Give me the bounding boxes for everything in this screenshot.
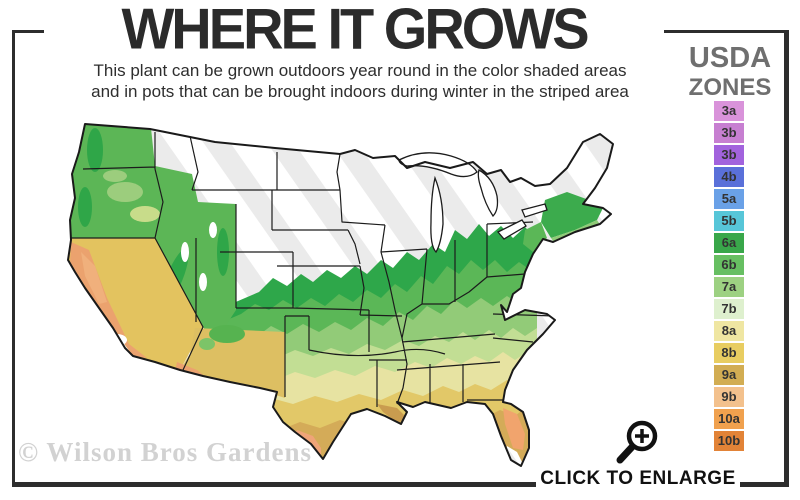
- frame-border-left: [12, 30, 15, 487]
- us-hardiness-map[interactable]: [55, 112, 675, 480]
- frame-border-bottom: [12, 482, 789, 487]
- legend-zone-3a: 3a: [714, 101, 744, 121]
- legend-zone-5b: 5b: [714, 211, 744, 231]
- legend-zone-10a: 10a: [714, 409, 744, 429]
- legend-zone-8b: 8b: [714, 343, 744, 363]
- legend-zone-9a: 9a: [714, 365, 744, 385]
- legend-zone-8a: 8a: [714, 321, 744, 341]
- legend-title: USDA ZONES: [678, 44, 782, 100]
- legend-zone-5a: 5a: [714, 189, 744, 209]
- subtitle-line-2: and in pots that can be brought indoors …: [91, 82, 629, 101]
- legend-zone-3b: 3b: [714, 145, 744, 165]
- subtitle: This plant can be grown outdoors year ro…: [40, 60, 680, 102]
- legend-zones: 3a 3b 3b 4b 5a 5b 6a 6b 7a 7b 8a 8b 9a 9b 10a 10b: [714, 101, 744, 453]
- frame-border-right: [784, 30, 789, 487]
- legend-zone-7b: 7b: [714, 299, 744, 319]
- legend-zone-7a: 7a: [714, 277, 744, 297]
- page-title: WHERE IT GROWS: [44, 0, 664, 59]
- map-paint-layers: [68, 124, 613, 466]
- legend-zone-4b: 4b: [714, 167, 744, 187]
- click-to-enlarge-button[interactable]: CLICK TO ENLARGE: [536, 468, 740, 490]
- legend-title-zones: ZONES: [688, 74, 772, 101]
- magnifier-plus-icon[interactable]: [612, 416, 664, 468]
- legend-zone-10b: 10b: [714, 431, 744, 451]
- us-outline: [67, 123, 614, 467]
- subtitle-line-1: This plant can be grown outdoors year ro…: [93, 61, 627, 80]
- legend-zone-6a: 6a: [714, 233, 744, 253]
- legend-zone-6b: 6b: [714, 255, 744, 275]
- legend-title-usda: USDA: [688, 42, 772, 74]
- legend-zone-9b: 9b: [714, 387, 744, 407]
- legend-zone-3b: 3b: [714, 123, 744, 143]
- watermark: © Wilson Bros Gardens: [18, 437, 312, 467]
